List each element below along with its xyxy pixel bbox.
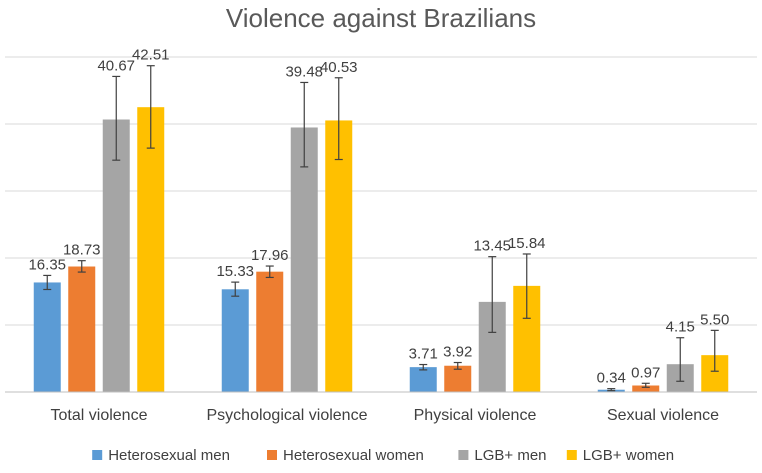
error-bars <box>43 65 719 392</box>
bar-lgb-women-0 <box>137 107 165 393</box>
legend-item: Heterosexual women <box>267 447 424 464</box>
data-label: 5.50 <box>700 311 729 328</box>
error-bar <box>334 77 343 161</box>
bar-heterosexual-men-1 <box>221 289 249 392</box>
bar-heterosexual-women-0 <box>68 266 96 392</box>
error-bar <box>710 329 719 372</box>
error-bar <box>453 361 462 370</box>
data-label: 0.34 <box>597 370 626 387</box>
error-bar <box>641 382 650 388</box>
data-label: 15.84 <box>508 235 546 252</box>
bars <box>33 107 729 393</box>
x-axis: Total violence Psychological violence Phys… <box>5 391 757 424</box>
legend-label: LGB+ women <box>583 447 674 464</box>
error-bar <box>419 363 428 371</box>
category-label: Sexual violence <box>607 407 719 424</box>
bar-heterosexual-women-1 <box>256 271 284 392</box>
bar-heterosexual-men-2 <box>409 367 437 392</box>
data-label: 16.35 <box>28 256 66 273</box>
error-bar <box>112 75 121 161</box>
data-label: 18.73 <box>63 242 101 259</box>
category-label: Total violence <box>51 407 148 424</box>
category-label: Psychological violence <box>207 407 368 424</box>
data-label: 13.45 <box>473 238 511 255</box>
legend-item: LGB+ men <box>458 447 547 464</box>
bar-lgb-women-1 <box>325 120 353 392</box>
legend-label: LGB+ men <box>474 447 546 464</box>
legend-swatch <box>267 450 277 460</box>
error-bar <box>77 260 86 273</box>
error-bar <box>676 337 685 382</box>
legend-label: Heterosexual men <box>108 447 230 464</box>
data-label: 15.33 <box>216 263 254 280</box>
error-bar <box>607 388 616 392</box>
bar-lgb-men-0 <box>102 119 130 393</box>
error-bar <box>265 265 274 279</box>
data-label: 39.48 <box>285 63 323 80</box>
bar-heterosexual-women-3 <box>632 385 660 392</box>
legend: Heterosexual men Heterosexual women LGB+ m… <box>92 447 674 464</box>
data-label: 0.97 <box>631 364 660 381</box>
error-bar <box>522 253 531 319</box>
category-label: Physical violence <box>414 407 537 424</box>
bar-lgb-men-1 <box>290 127 318 392</box>
error-bar <box>300 81 309 168</box>
legend-item: LGB+ women <box>566 447 674 464</box>
legend-swatch <box>458 450 469 460</box>
data-label: 40.67 <box>97 57 135 74</box>
chart-title: Violence against Brazilians <box>226 3 536 33</box>
gridlines <box>5 56 757 326</box>
error-bar <box>488 256 497 333</box>
error-bar <box>231 281 240 297</box>
bar-heterosexual-men-0 <box>33 282 61 392</box>
data-label: 3.92 <box>443 344 472 361</box>
data-label: 17.96 <box>251 247 289 264</box>
legend-swatch <box>92 450 103 460</box>
bar-heterosexual-women-2 <box>444 365 472 392</box>
legend-label: Heterosexual women <box>283 447 424 464</box>
error-bar <box>43 274 52 291</box>
data-label: 3.71 <box>409 346 438 363</box>
error-bar <box>146 65 155 149</box>
data-label: 42.51 <box>132 47 170 64</box>
legend-item: Heterosexual men <box>92 447 230 464</box>
data-label: 40.53 <box>320 59 358 76</box>
legend-swatch <box>566 450 577 460</box>
data-label: 4.15 <box>666 319 695 336</box>
